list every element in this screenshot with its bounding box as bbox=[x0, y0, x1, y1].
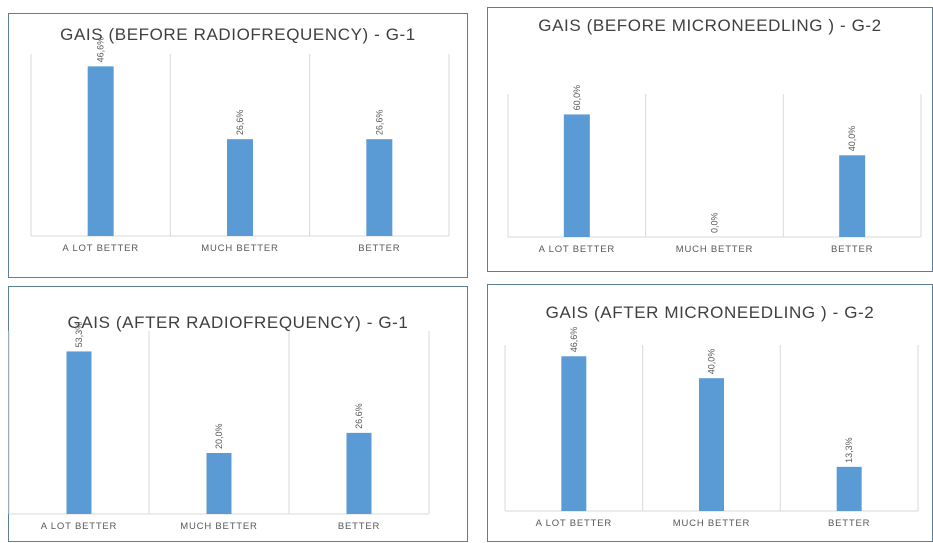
x-tick-label: MUCH BETTER bbox=[180, 521, 257, 532]
data-label: 46,6% bbox=[96, 37, 106, 63]
chart-plot: 46,6% A LOT BETTER 40,0% MUCH BETTER 13,3% BE… bbox=[504, 327, 919, 529]
data-label: 26,6% bbox=[235, 110, 245, 136]
data-label: 60,0% bbox=[572, 85, 582, 111]
data-label: 53,3% bbox=[74, 322, 84, 348]
chart-plot: 46,6% A LOT BETTER 26,6% MUCH BETTER 26,6% BE… bbox=[30, 37, 450, 254]
bar bbox=[563, 114, 590, 237]
bar bbox=[346, 432, 372, 514]
data-label: 26,6% bbox=[354, 403, 364, 429]
bar bbox=[699, 378, 724, 511]
data-label: 46,6% bbox=[569, 327, 579, 353]
x-tick-label: BETTER bbox=[338, 521, 380, 532]
chart-panel-after-microneedling: GAIS (AFTER MICRONEEDLING ) - G-2 46,6% A… bbox=[487, 284, 933, 542]
bar bbox=[227, 139, 253, 236]
chart-plot: 53,3% A LOT BETTER 20,0% MUCH BETTER 26,6% BE… bbox=[8, 322, 430, 532]
chart-plot: 60,0% A LOT BETTER 0,0% MUCH BETTER 40,0% BET… bbox=[507, 85, 922, 255]
x-tick-label: A LOT BETTER bbox=[539, 244, 615, 255]
chart-title: GAIS (AFTER MICRONEEDLING ) - G-2 bbox=[545, 303, 875, 322]
chart-panel-after-radiofrequency: GAIS (AFTER RADIOFREQUENCY) - G-1 53,3% A… bbox=[8, 286, 468, 542]
bar bbox=[206, 453, 232, 514]
x-tick-label: BETTER bbox=[831, 244, 873, 255]
x-tick-label: BETTER bbox=[358, 243, 400, 254]
x-tick-label: MUCH BETTER bbox=[673, 518, 750, 529]
x-tick-label: A LOT BETTER bbox=[62, 243, 138, 254]
data-label: 40,0% bbox=[707, 349, 717, 375]
x-tick-label: A LOT BETTER bbox=[41, 521, 117, 532]
bar bbox=[66, 351, 92, 514]
data-label: 40,0% bbox=[847, 126, 857, 152]
chart-title: GAIS (AFTER RADIOFREQUENCY) - G-1 bbox=[67, 313, 409, 332]
bar bbox=[561, 356, 587, 511]
data-label: 0,0% bbox=[710, 212, 720, 233]
chart-title: GAIS (BEFORE MICRONEEDLING ) - G-2 bbox=[538, 16, 882, 35]
data-label: 20,0% bbox=[214, 423, 224, 449]
chart-title: GAIS (BEFORE RADIOFREQUENCY) - G-1 bbox=[60, 25, 416, 44]
x-tick-label: A LOT BETTER bbox=[536, 518, 612, 529]
x-tick-label: MUCH BETTER bbox=[676, 244, 753, 255]
bar bbox=[87, 66, 114, 236]
bar bbox=[366, 139, 393, 236]
chart-panel-before-microneedling: GAIS (BEFORE MICRONEEDLING ) - G-2 60,0%… bbox=[487, 7, 933, 272]
data-label: 13,3% bbox=[844, 437, 854, 463]
bar bbox=[839, 155, 866, 237]
bar bbox=[836, 466, 862, 511]
chart-panel-before-radiofrequency: GAIS (BEFORE RADIOFREQUENCY) - G-1 46,6%… bbox=[8, 13, 468, 278]
x-tick-label: BETTER bbox=[828, 518, 870, 529]
x-tick-label: MUCH BETTER bbox=[201, 243, 278, 254]
data-label: 26,6% bbox=[374, 110, 384, 136]
